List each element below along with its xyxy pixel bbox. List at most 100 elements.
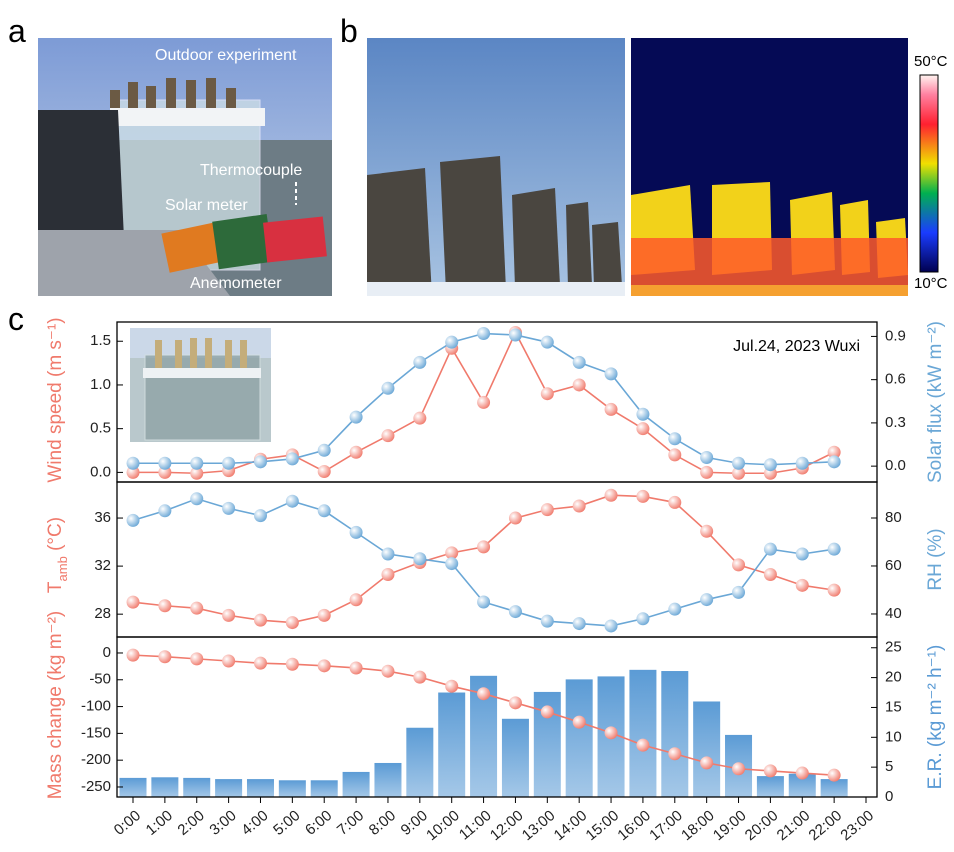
panel-label: a <box>8 13 26 49</box>
data-point <box>127 649 140 662</box>
data-point <box>764 568 777 581</box>
photo-b-infrared <box>631 38 908 296</box>
y2-tick-label: 5 <box>885 758 893 775</box>
data-point <box>732 457 745 470</box>
bar <box>406 728 433 797</box>
data-point <box>509 696 522 709</box>
inset-photo <box>130 328 271 442</box>
data-point <box>796 579 809 592</box>
data-point <box>254 509 267 522</box>
data-point <box>668 448 681 461</box>
x-tick-label: 23:00 <box>837 807 877 844</box>
x-tick-label: 11:00 <box>456 807 495 843</box>
data-point <box>350 526 363 539</box>
axis-title-part: RH (%) <box>925 528 946 590</box>
data-point <box>350 446 363 459</box>
bar <box>566 679 593 797</box>
y-tick-label: 32 <box>94 557 111 574</box>
photo-annotation: Outdoor experiment <box>155 47 297 64</box>
colorbar-max: 50°C <box>914 53 948 70</box>
data-point <box>573 716 586 729</box>
data-point <box>158 457 171 470</box>
y-tick-label: -250 <box>81 778 111 795</box>
x-tick-label: 12:00 <box>487 807 527 844</box>
data-point <box>413 412 426 425</box>
x-tick-label: 4:00 <box>238 807 271 839</box>
y2-tick-label: 25 <box>885 639 902 656</box>
data-point <box>509 605 522 618</box>
data-point <box>509 328 522 341</box>
x-tick-label: 0:00 <box>111 807 144 839</box>
data-point <box>318 444 331 457</box>
panel-label: b <box>340 13 358 49</box>
data-point <box>764 764 777 777</box>
data-point <box>700 525 713 538</box>
data-point <box>796 547 809 560</box>
photo-annotation: Anemometer <box>190 275 282 292</box>
data-point <box>828 543 841 556</box>
data-point <box>605 367 618 380</box>
colorbar <box>920 75 938 272</box>
axis-title: RH (%) <box>925 528 946 590</box>
bar <box>374 763 401 797</box>
data-point <box>732 558 745 571</box>
x-tick-label: 20:00 <box>742 807 782 844</box>
bar <box>247 779 274 797</box>
data-point <box>605 726 618 739</box>
x-tick-label: 5:00 <box>270 807 303 839</box>
data-point <box>541 387 554 400</box>
bar <box>151 777 178 797</box>
data-point <box>509 512 522 525</box>
x-tick-label: 17:00 <box>646 807 686 844</box>
data-point <box>222 655 235 668</box>
x-tick-label: 19:00 <box>710 807 750 844</box>
data-point <box>445 336 458 349</box>
data-point <box>286 616 299 629</box>
data-point <box>381 382 394 395</box>
y-tick-label: 36 <box>94 509 111 526</box>
y-tick-label: 0.5 <box>90 420 111 437</box>
x-tick-label: 3:00 <box>206 807 239 839</box>
data-point <box>700 466 713 479</box>
data-point <box>286 658 299 671</box>
data-point <box>668 496 681 509</box>
x-tick-label: 15:00 <box>582 807 622 844</box>
data-point <box>764 543 777 556</box>
data-point <box>413 552 426 565</box>
y-tick-label: 28 <box>94 605 111 622</box>
data-point <box>636 422 649 435</box>
bar <box>438 693 465 797</box>
bar <box>120 778 147 797</box>
data-point <box>381 568 394 581</box>
y2-tick-label: 0.6 <box>885 371 906 388</box>
data-point <box>700 451 713 464</box>
bar <box>343 772 370 797</box>
axis-title-part: Solar flux (kW m⁻²) <box>925 321 946 483</box>
data-point <box>541 336 554 349</box>
y-tick-label: -200 <box>81 751 111 768</box>
y-tick-label: 0.0 <box>90 463 111 480</box>
y2-tick-label: 40 <box>885 605 902 622</box>
data-point <box>541 503 554 516</box>
data-point <box>381 547 394 560</box>
data-point <box>636 612 649 625</box>
bar <box>215 779 242 797</box>
data-point <box>573 500 586 513</box>
data-point <box>286 495 299 508</box>
data-point <box>477 595 490 608</box>
x-tick-label: 13:00 <box>519 807 559 844</box>
axis-title-part: E.R. (kg m⁻² h⁻¹) <box>925 645 946 790</box>
bar <box>757 776 784 797</box>
page: a b c Outdoor experiment Thermocouple So… <box>0 0 954 852</box>
x-tick-label: 16:00 <box>614 807 654 844</box>
photo-b-visible <box>367 38 625 296</box>
data-point <box>127 457 140 470</box>
x-tick-label: 14:00 <box>551 807 591 844</box>
data-point <box>636 739 649 752</box>
bar <box>661 671 688 797</box>
bar <box>821 779 848 797</box>
data-point <box>127 596 140 609</box>
axis-title: Tamb (°C) <box>45 517 70 593</box>
data-point <box>190 457 203 470</box>
axis-title-part: amb <box>55 556 70 581</box>
